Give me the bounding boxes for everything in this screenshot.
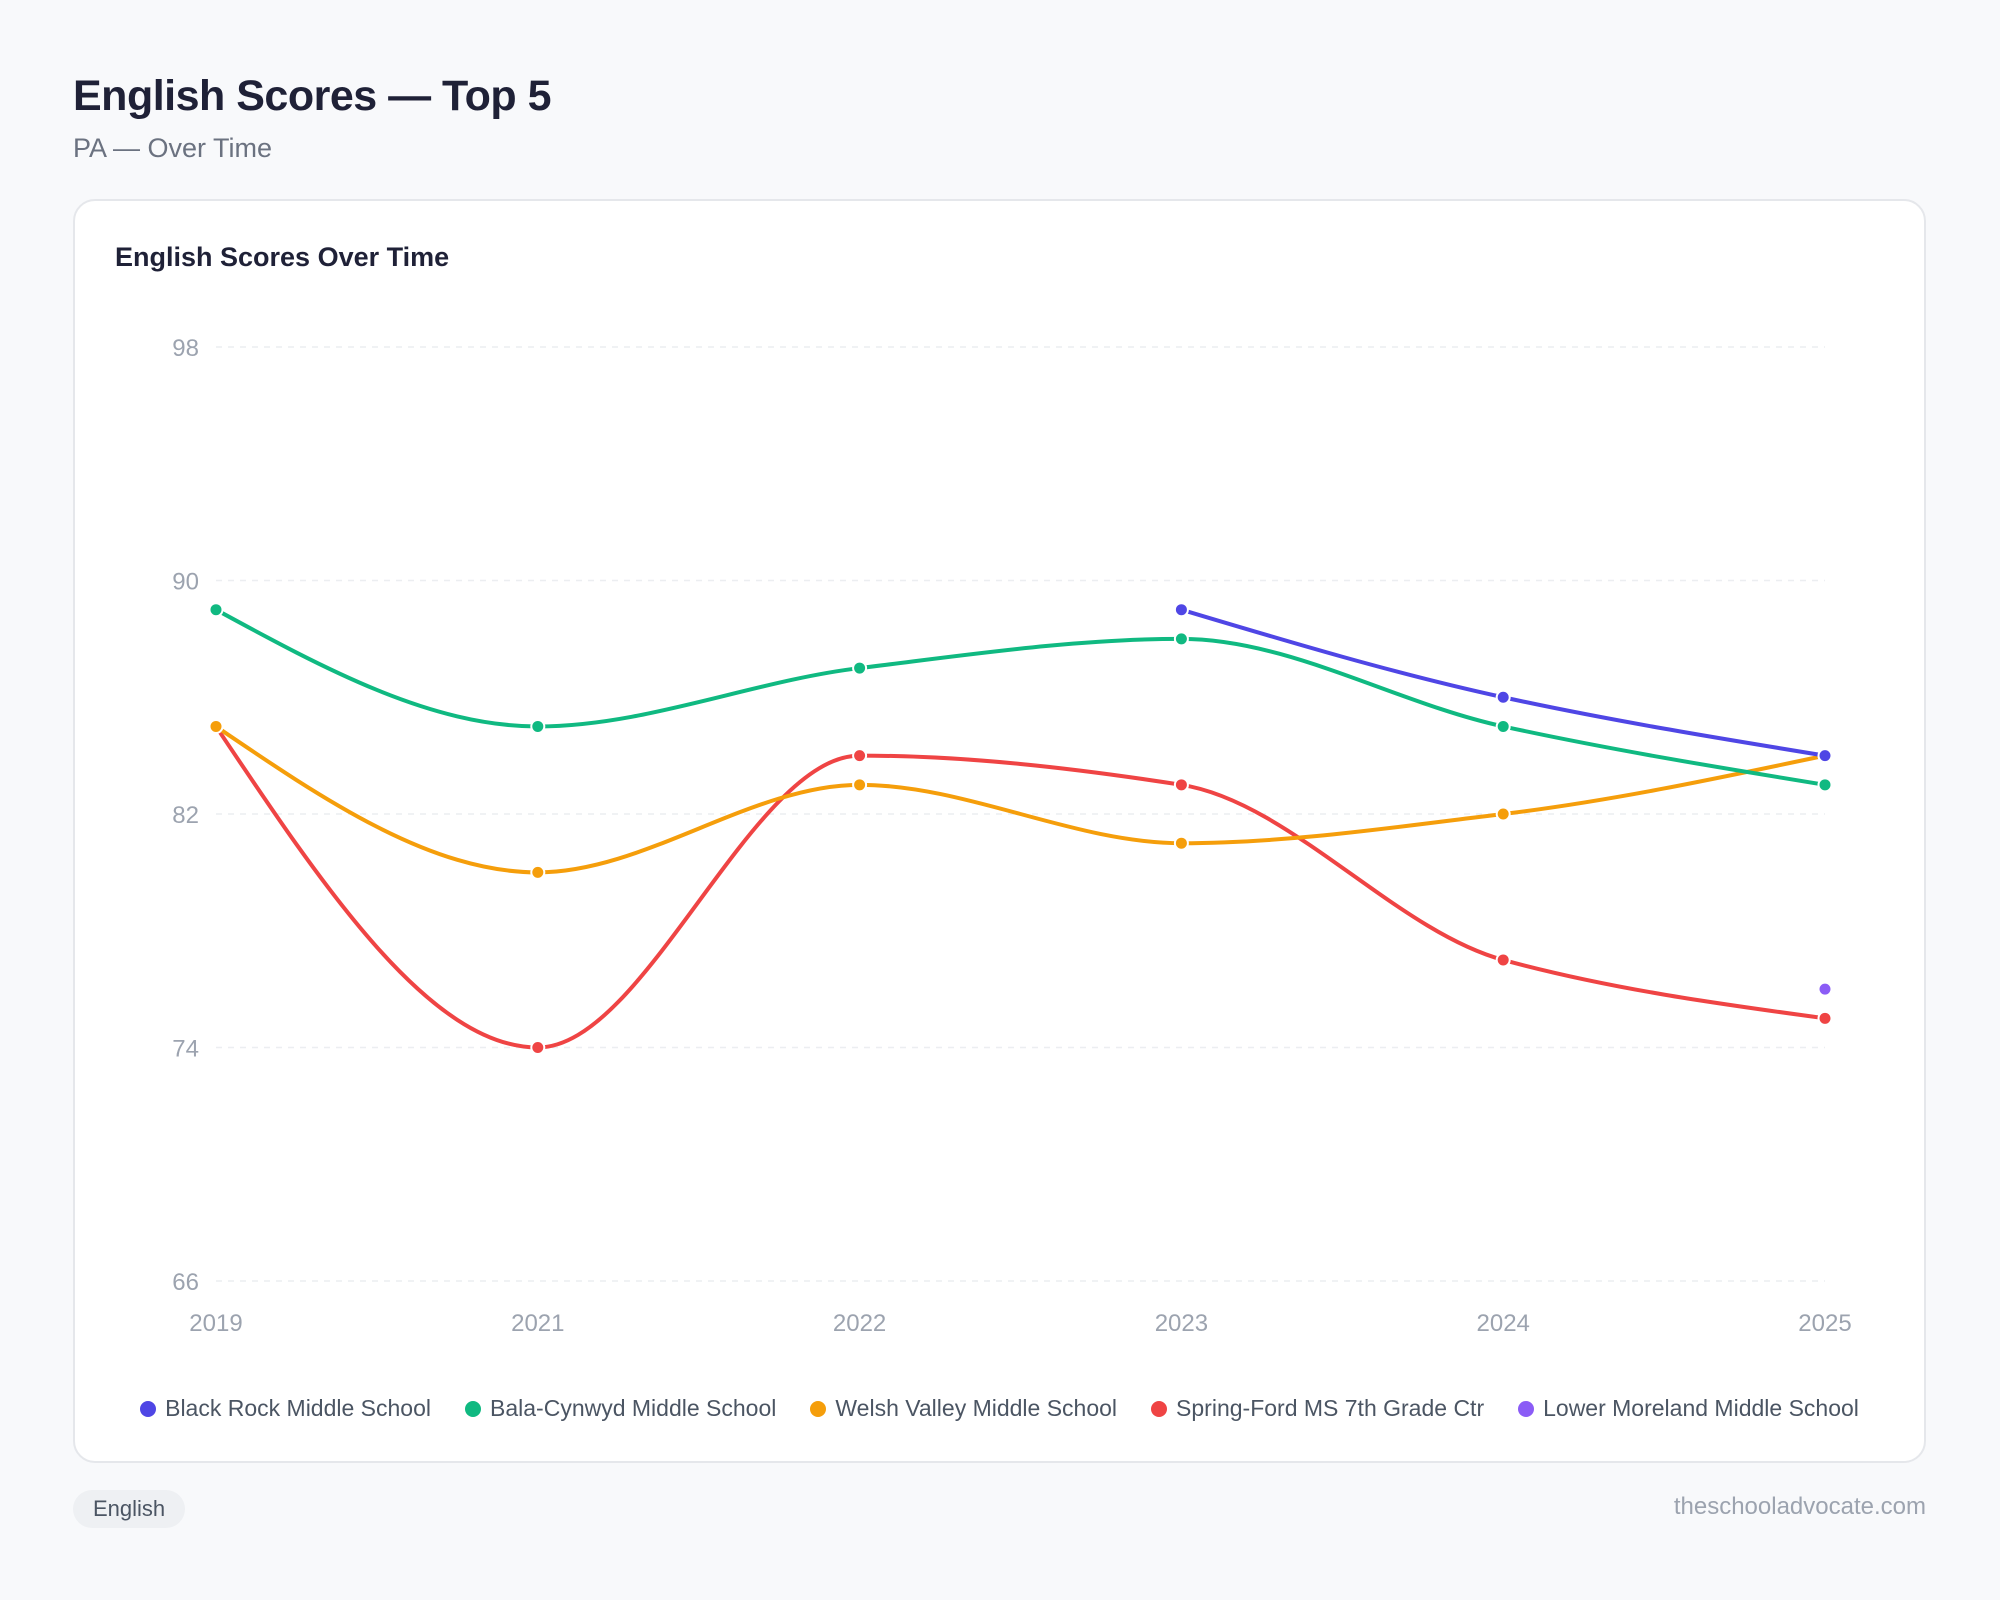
- series-line: [214, 724, 1826, 875]
- y-tick-label: 74: [172, 1036, 199, 1063]
- legend-item[interactable]: Black Rock Middle School: [140, 1395, 431, 1422]
- legend-dot-icon: [465, 1400, 482, 1417]
- x-tick-label: 2022: [833, 1310, 886, 1337]
- data-point: [530, 864, 546, 880]
- x-tick-label: 2021: [511, 1310, 564, 1337]
- data-point: [852, 660, 868, 676]
- legend-label: Spring-Ford MS 7th Grade Ctr: [1176, 1395, 1485, 1421]
- legend-label: Welsh Valley Middle School: [835, 1395, 1118, 1421]
- x-tick-label: 2019: [189, 1310, 242, 1337]
- chart-legend: Black Rock Middle School Bala-Cynwyd Midd…: [73, 1395, 1926, 1422]
- data-point: [1817, 1010, 1833, 1026]
- data-point: [1495, 952, 1511, 968]
- data-point: [1495, 806, 1511, 822]
- legend-label: Bala-Cynwyd Middle School: [490, 1395, 777, 1421]
- x-tick-label: 2024: [1477, 1310, 1530, 1337]
- data-point: [1817, 777, 1833, 793]
- page-title: English Scores — Top 5: [73, 72, 552, 120]
- data-point: [852, 777, 868, 793]
- data-point: [852, 748, 868, 764]
- y-tick-label: 66: [172, 1269, 199, 1296]
- series-line: [215, 607, 1826, 787]
- legend-label: Black Rock Middle School: [165, 1395, 432, 1421]
- legend-label: Lower Moreland Middle School: [1543, 1395, 1859, 1421]
- data-point: [530, 1040, 546, 1055]
- page-subtitle: PA — Over Time: [73, 133, 273, 163]
- y-tick-label: 82: [172, 802, 199, 829]
- legend-dot-icon: [1151, 1400, 1168, 1417]
- legend-item[interactable]: Welsh Valley Middle School: [810, 1395, 1117, 1422]
- legend-dot-icon: [140, 1400, 157, 1417]
- legend-dot-icon: [810, 1400, 827, 1417]
- x-tick-label: 2025: [1798, 1310, 1851, 1337]
- data-point: [1173, 631, 1189, 647]
- data-point: [208, 602, 224, 618]
- x-tick-label: 2023: [1155, 1310, 1208, 1337]
- legend-item[interactable]: Lower Moreland Middle School: [1518, 1395, 1859, 1422]
- data-point: [1495, 689, 1511, 705]
- data-point: [1173, 602, 1189, 618]
- data-point: [1173, 777, 1189, 793]
- data-point: [1817, 981, 1833, 997]
- legend-item[interactable]: Spring-Ford MS 7th Grade Ctr: [1151, 1395, 1484, 1422]
- data-point: [1495, 718, 1511, 734]
- series-line: [214, 725, 1826, 1050]
- y-tick-label: 98: [172, 335, 199, 362]
- legend-item[interactable]: Bala-Cynwyd Middle School: [465, 1395, 776, 1422]
- y-tick-label: 90: [172, 569, 199, 596]
- data-point: [208, 718, 224, 734]
- legend-dot-icon: [1518, 1400, 1535, 1417]
- subject-tag[interactable]: English: [73, 1490, 186, 1528]
- chart-title: English Scores Over Time: [115, 242, 450, 272]
- site-name[interactable]: theschooladvocate.com: [1673, 1493, 1926, 1520]
- data-point: [530, 718, 546, 734]
- data-point: [1173, 835, 1189, 851]
- data-point: [1817, 748, 1833, 764]
